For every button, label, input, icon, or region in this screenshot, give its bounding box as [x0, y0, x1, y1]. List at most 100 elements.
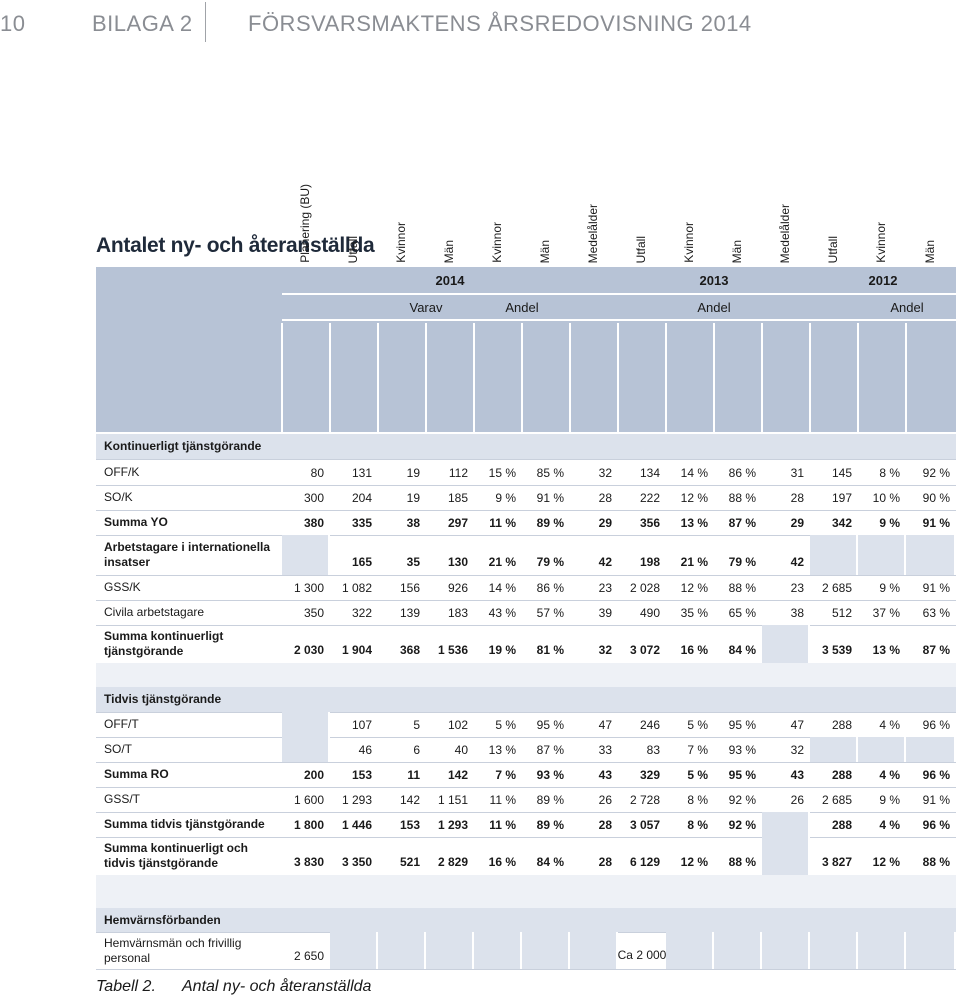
- table-cell: [666, 932, 714, 969]
- table-cell: 8 %: [687, 792, 708, 807]
- table-cell: 3 072: [629, 643, 660, 657]
- section-header-hemvarn: Hemvärnsförbanden: [96, 908, 956, 933]
- row-label: Civila arbetstagare: [104, 605, 205, 619]
- row-label: Summa tidvis tjänstgörande: [104, 817, 265, 831]
- table-cell: 12 %: [872, 855, 900, 869]
- table-cell: 2 650: [293, 949, 324, 963]
- column-divider: [905, 323, 907, 432]
- section-label: Tidvis tjänstgörande: [104, 692, 222, 706]
- table-cell: 246: [639, 717, 660, 732]
- table-cell: [906, 535, 956, 575]
- column-divider: [761, 323, 763, 432]
- column-divider: [425, 323, 427, 432]
- table-cell: 95 %: [728, 767, 756, 782]
- table-cell: 15 %: [488, 465, 516, 480]
- column-divider: [473, 323, 475, 432]
- row-label: Summa RO: [104, 767, 169, 781]
- table-cell: 9 %: [879, 792, 900, 807]
- table-cell: 130: [447, 555, 468, 569]
- page-number: 10: [0, 11, 26, 36]
- row-label: Summa kontinuerligt tjänstgörande: [104, 629, 224, 658]
- table-cell: 46: [358, 742, 372, 757]
- table-cell: 131: [351, 465, 372, 480]
- table-cell: 91 %: [536, 490, 564, 505]
- table-cell: 183: [447, 605, 468, 620]
- table-cell: 28: [598, 817, 612, 832]
- table-cell: [762, 812, 810, 837]
- table-cell: [810, 737, 858, 762]
- table-cell: 96 %: [922, 767, 950, 782]
- table-cell: 350: [303, 605, 324, 620]
- column-header: Män: [538, 239, 552, 263]
- table-cell: 156: [399, 580, 420, 595]
- table-cell: 79 %: [728, 555, 756, 569]
- table-row: OFF/T 107 5 102 5 % 95 % 47 246 5 % 95 % 47 288 4 % 9…: [96, 712, 956, 738]
- row-label: Summa YO: [104, 515, 168, 529]
- table-cell: 14 %: [680, 465, 708, 480]
- column-divider: [521, 323, 523, 432]
- table-cell: 5 %: [495, 717, 516, 732]
- table-cell: 19 %: [488, 643, 516, 657]
- subheader-andel-2014: Andel: [505, 300, 539, 315]
- year-2013: 2013: [699, 273, 729, 288]
- table-cell: 86 %: [728, 465, 756, 480]
- table-cell: 521: [399, 855, 420, 869]
- section-label: Hemvärnsförbanden: [104, 912, 221, 927]
- table-cell: 145: [831, 465, 852, 480]
- table-cell: 43 %: [488, 605, 516, 620]
- table-cell: 2 028: [629, 580, 660, 595]
- table-cell: 3 350: [341, 855, 372, 869]
- table-cell: 926: [447, 580, 468, 595]
- row-label: SO/T: [104, 742, 133, 756]
- table-header: [96, 267, 956, 432]
- table-row: Civila arbetstagare 350 322 139 183 43 % 57 % 3…: [96, 600, 956, 626]
- table-cell: 5 %: [687, 717, 708, 732]
- table-cell: 2 728: [629, 792, 660, 807]
- table-cell: 65 %: [728, 605, 756, 620]
- table-cell: 9 %: [495, 490, 516, 505]
- row-label: OFF/T: [104, 717, 139, 731]
- table-cell: [282, 535, 330, 575]
- table-cell: 5: [413, 717, 420, 732]
- caption-number: Tabell 2.: [96, 978, 156, 995]
- table-cell: 88 %: [728, 490, 756, 505]
- table-cell: 2 685: [821, 580, 852, 595]
- table-cell: 142: [399, 792, 420, 807]
- table-cell: 1 082: [341, 580, 372, 595]
- table-cell: 96 %: [922, 717, 950, 732]
- table-cell: 88 %: [728, 855, 756, 869]
- column-header: Medelålder: [778, 203, 792, 263]
- table-cell: 185: [447, 490, 468, 505]
- table-cell: 297: [447, 515, 468, 530]
- table-cell: 1 293: [437, 817, 468, 832]
- table-cell: 89 %: [536, 515, 564, 530]
- table-cell: 31: [790, 465, 804, 480]
- table-cell: 1 600: [293, 792, 324, 807]
- header-rule: [282, 293, 956, 295]
- page-header: 10 BILAGA 2 FÖRSVARSMAKTENS ÅRSREDOVISNI…: [0, 0, 960, 50]
- table-cell: 35 %: [680, 605, 708, 620]
- table-cell: 6 129: [629, 855, 660, 869]
- spacer-row: [96, 875, 956, 909]
- table-cell: 32: [598, 643, 612, 657]
- table-cell: 3 827: [821, 855, 852, 869]
- table-cell: [762, 625, 810, 663]
- column-header: Kvinnor: [874, 222, 888, 263]
- table-cell: 91 %: [922, 580, 950, 595]
- row-label: SO/K: [104, 490, 133, 504]
- table-cell: 1 536: [437, 643, 468, 657]
- table-cell: 88 %: [922, 855, 950, 869]
- section-header-tidvis: Tidvis tjänstgörande: [96, 687, 956, 713]
- table-cell: 204: [351, 490, 372, 505]
- table-cell: 84 %: [728, 643, 756, 657]
- table-cell: [714, 932, 762, 969]
- table-cell: 47: [790, 717, 804, 732]
- table-cell: 28: [598, 490, 612, 505]
- row-label: OFF/K: [104, 465, 140, 479]
- column-header: Kvinnor: [682, 222, 696, 263]
- table-cell: 88 %: [728, 580, 756, 595]
- table-cell: 13 %: [680, 515, 708, 530]
- table-cell: 12 %: [680, 490, 708, 505]
- row-label: GSS/T: [104, 792, 141, 806]
- column-divider: [617, 323, 619, 432]
